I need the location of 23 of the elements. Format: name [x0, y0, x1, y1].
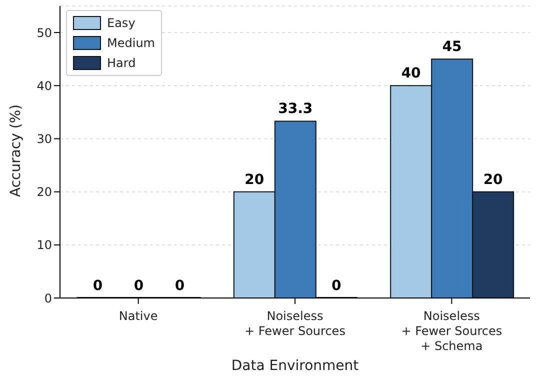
- data-label: 20: [483, 172, 504, 188]
- legend-label: Easy: [107, 15, 136, 32]
- data-label: 0: [332, 278, 342, 294]
- data-label: 0: [92, 278, 103, 294]
- x-tick-label: Noiseless + Fewer Sources + Schema: [401, 309, 502, 353]
- y-tick-label: 0: [44, 291, 52, 306]
- y-tick-label: 30: [36, 132, 52, 146]
- data-label: 33.3: [278, 101, 313, 118]
- x-axis-title: Data Environment: [231, 358, 360, 374]
- legend-label: Medium: [107, 35, 155, 52]
- y-axis-title: Accuracy (%): [8, 104, 24, 197]
- data-label: 45: [442, 39, 462, 56]
- data-label: 0: [174, 278, 185, 294]
- legend-label: Hard: [107, 55, 136, 72]
- y-tick-label: 40: [36, 78, 52, 93]
- x-tick-label: Noiseless + Fewer Sources: [244, 309, 346, 338]
- x-tick-label: Native: [118, 309, 158, 323]
- y-tick-label: 20: [36, 185, 52, 200]
- y-tick-label: 10: [36, 238, 52, 252]
- y-tick-label: 50: [36, 26, 52, 40]
- data-label: 0: [134, 278, 144, 294]
- data-label: 20: [244, 172, 264, 188]
- data-label: 40: [401, 66, 422, 82]
